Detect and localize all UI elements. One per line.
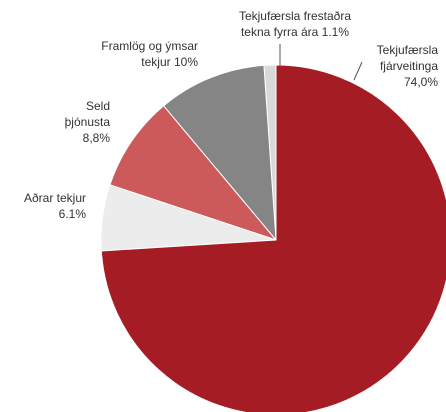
leader-line xyxy=(353,61,363,81)
slice-label: Seld þjónusta 8,8% xyxy=(40,98,110,146)
category-name: Tekjufærsla fjárveitinga xyxy=(376,43,438,73)
category-name: Aðrar tekjur xyxy=(23,191,86,205)
value-label: 74,0% xyxy=(403,75,438,89)
value-label: 6.1% xyxy=(58,207,86,221)
pie-slice xyxy=(109,105,278,242)
slice-label: Tekjufærsla fjárveitinga 74,0% xyxy=(356,42,438,90)
category-name: Tekjufærsla frestaðra tekna fyrra ára xyxy=(238,9,352,39)
category-name: Framlög og ýmsar tekjur xyxy=(101,39,198,69)
slice-label: Tekjufærsla frestaðra tekna fyrra ára 1.… xyxy=(225,8,365,40)
category-name: Seld þjónusta xyxy=(64,99,110,129)
pie-slice xyxy=(162,64,277,242)
slice-label: Aðrar tekjur 6.1% xyxy=(4,190,86,222)
slice-label: Framlög og ýmsar tekjur 10% xyxy=(100,38,198,70)
value-label: 1.1% xyxy=(321,25,350,39)
value-label: 8,8% xyxy=(82,131,110,145)
pie-slice xyxy=(100,64,446,412)
value-label: 10% xyxy=(173,55,198,69)
